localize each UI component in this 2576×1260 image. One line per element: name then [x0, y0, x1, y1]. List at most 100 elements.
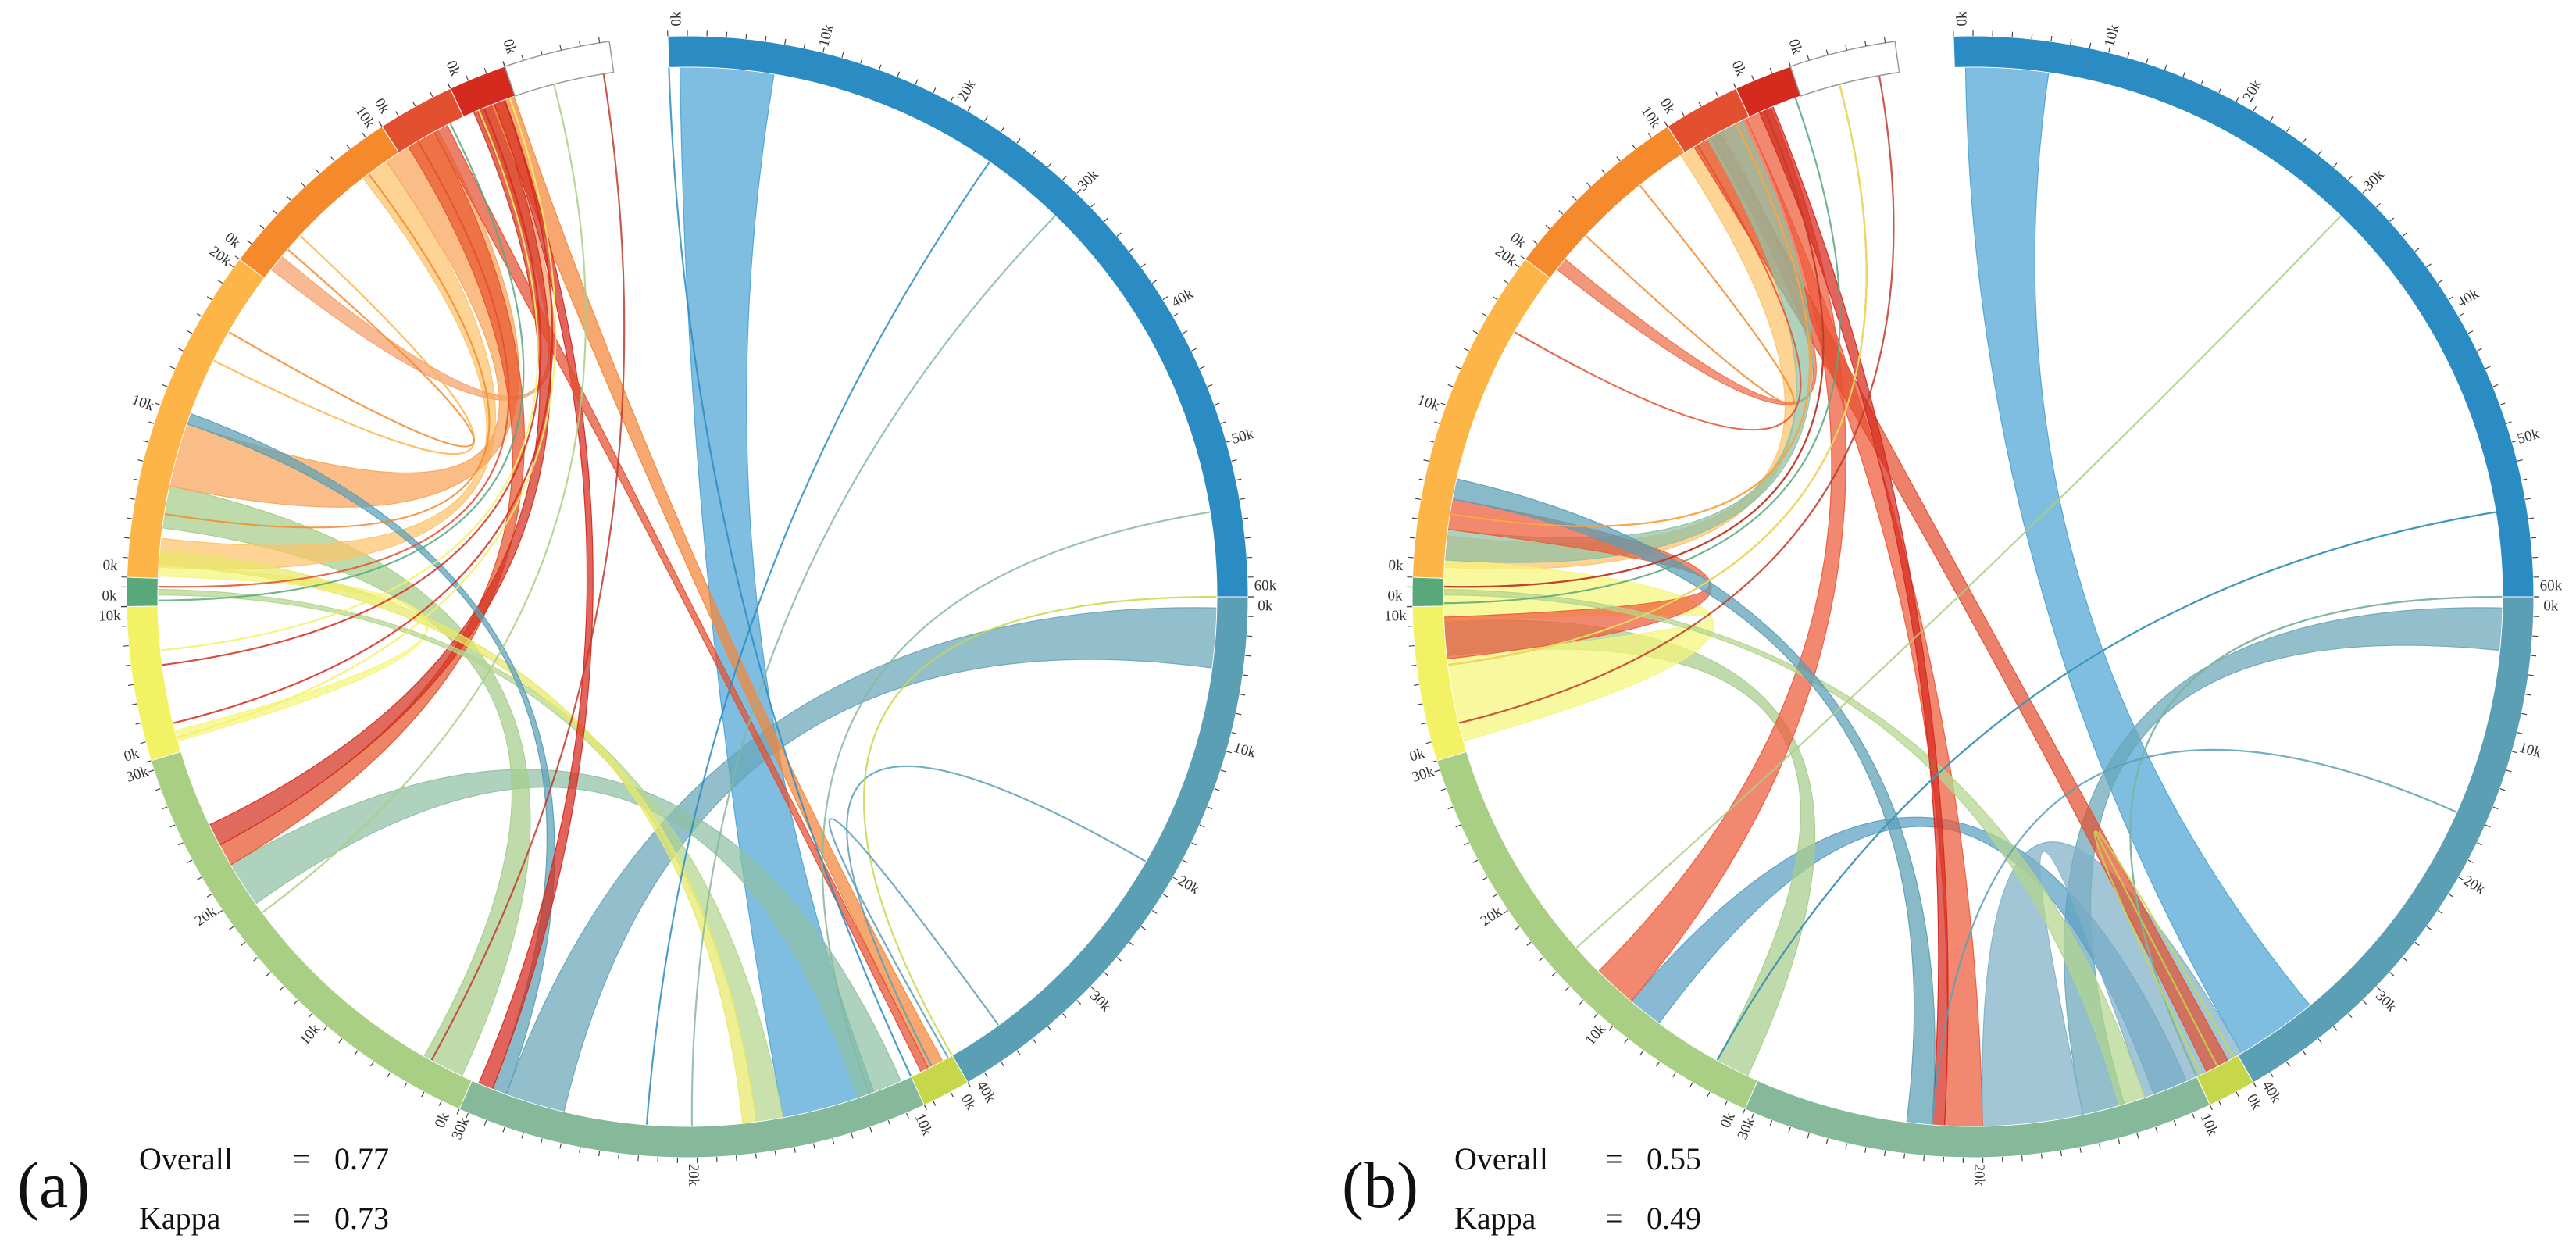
ring-tick — [483, 1120, 487, 1126]
ring-tick — [755, 1153, 757, 1159]
ring-tick — [1551, 971, 1557, 976]
ring-tick — [2499, 788, 2506, 791]
ring-tick — [851, 1133, 854, 1139]
chord-link — [158, 140, 510, 588]
ring-tick — [2253, 1082, 2257, 1088]
ring-tick-label: 10k — [1384, 608, 1408, 625]
ring-tick — [915, 79, 919, 85]
ring-tick-label: 0k — [1388, 587, 1404, 604]
ring-tick — [2118, 1138, 2121, 1144]
ring-tick — [950, 96, 954, 102]
ring-tick-label: 0k — [958, 1091, 979, 1112]
ring-tick — [1447, 806, 1454, 810]
ring-tick — [1239, 498, 1246, 500]
ring-tick-label: 60k — [1254, 577, 1276, 594]
ring-tick — [2136, 1133, 2139, 1139]
ring-tick — [315, 169, 320, 174]
ring-tick — [559, 1143, 562, 1149]
ring-tick — [1242, 674, 1249, 676]
ring-tick — [2333, 162, 2338, 168]
ring-tick-label: 10k — [2197, 1111, 2221, 1138]
ring-tick — [206, 296, 212, 301]
ring-tick — [140, 741, 146, 744]
ring-tick — [2448, 296, 2454, 301]
ring-tick — [280, 986, 284, 991]
ring-tick — [540, 1138, 543, 1144]
ring-tick — [395, 111, 399, 116]
ring-tick — [1116, 957, 1122, 962]
ring-tick — [2218, 87, 2222, 93]
ring-tick — [1245, 655, 1251, 657]
ring-tick — [196, 312, 202, 317]
ring-tick — [1162, 893, 1168, 898]
ring-tick — [370, 1061, 374, 1067]
ring-tick — [247, 240, 252, 245]
ring-tick — [967, 105, 972, 112]
panel-b-label: (b) — [1342, 1149, 1418, 1222]
ring-tick — [1207, 806, 1213, 810]
chord-link — [1447, 84, 1868, 666]
ring-tick — [598, 1151, 601, 1157]
ring-tick — [637, 1155, 640, 1162]
ring-tick — [1903, 1153, 1906, 1159]
panel-b-overall-eq: = — [1605, 1141, 1623, 1176]
ring-tick — [1472, 859, 1479, 863]
ring-tick-label: 30k — [1735, 1115, 1759, 1142]
ring-tick — [905, 1112, 909, 1119]
ring-tick — [897, 71, 901, 77]
ring-tick — [1883, 1151, 1886, 1157]
ring-tick — [879, 64, 882, 70]
ring-tick — [1061, 1013, 1067, 1019]
ring-tick — [950, 1091, 954, 1098]
ring-tick — [1472, 330, 1479, 334]
ring-tick — [1231, 732, 1237, 734]
ring-tick-label: 0k — [1258, 598, 1273, 614]
ring-tick — [123, 644, 129, 647]
ring-tick — [521, 55, 524, 61]
ring-tick — [1769, 1120, 1773, 1126]
ring-tick — [1440, 788, 1447, 791]
ring-tick — [2492, 806, 2499, 810]
ring-tick — [1565, 986, 1570, 991]
ring-tick — [362, 132, 366, 138]
ring-tick — [1016, 1050, 1021, 1055]
ring-tick — [2376, 202, 2381, 208]
ring-tick — [2164, 64, 2167, 70]
chord-link — [173, 99, 554, 724]
chord-ribbon — [169, 129, 519, 508]
ring-tick-label: 40k — [2454, 285, 2482, 311]
ring-tick — [1140, 926, 1146, 930]
ring-tick — [1001, 1061, 1004, 1067]
ring-tick — [1845, 1143, 1848, 1149]
ring-tick — [1769, 67, 1773, 73]
ring-tick — [2253, 105, 2257, 112]
ring-tick — [338, 1038, 343, 1044]
ring-tick — [229, 263, 234, 268]
ring-tick — [178, 348, 184, 352]
ring-tick — [1845, 45, 1848, 51]
chord-link — [228, 248, 475, 448]
ring-tick — [1807, 55, 1810, 61]
ring-tick — [1191, 842, 1197, 846]
ring-tick — [1672, 1072, 1677, 1078]
ring-tick — [129, 498, 136, 500]
ring-tick — [1482, 312, 1488, 317]
ring-tick — [1182, 330, 1188, 334]
ring-tick-label: 20k — [1971, 1164, 1987, 1187]
ring-tick-label: 10k — [98, 608, 122, 625]
ring-tick — [438, 1101, 442, 1106]
ring-tick — [2458, 876, 2464, 881]
ring-tick — [123, 537, 130, 539]
ring-tick — [1129, 248, 1134, 252]
ring-tick — [832, 1138, 835, 1144]
ring-tick — [273, 210, 278, 215]
ring-tick — [2531, 655, 2537, 657]
ring-tick-label: 0k — [443, 59, 464, 79]
chord-link — [1514, 144, 1802, 431]
ring-tick — [217, 910, 223, 914]
ring-tick — [2485, 366, 2491, 369]
ring-tick — [2517, 732, 2523, 734]
ring-tick-label: 20k — [1175, 873, 1203, 898]
ring-tick — [286, 195, 291, 201]
panel-a-kappa-label: Kappa — [139, 1201, 221, 1236]
